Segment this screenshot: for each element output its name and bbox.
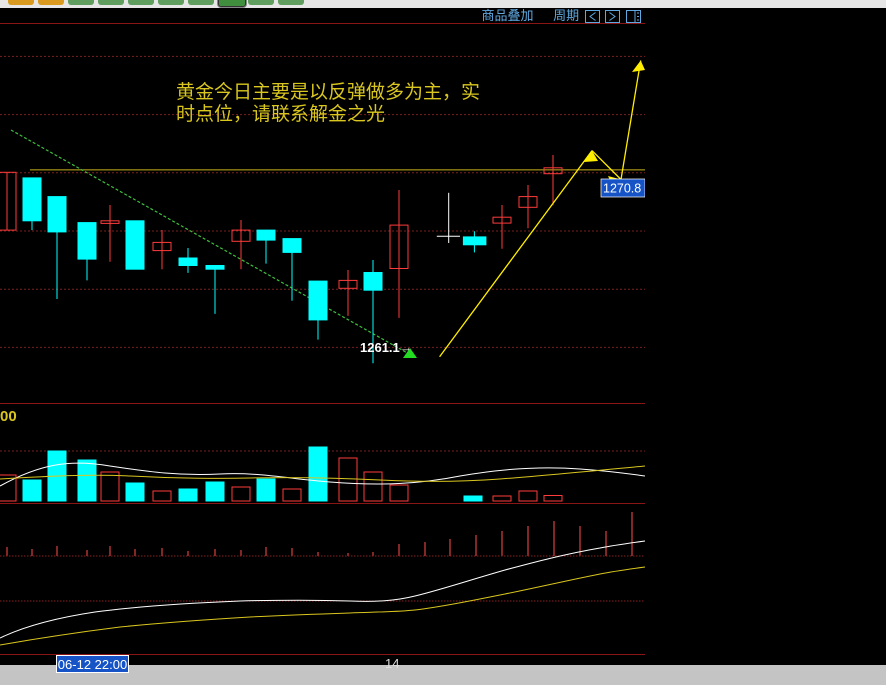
svg-text:1270.8: 1270.8	[603, 182, 641, 196]
svg-text:黄金今日主要是以反弹做多为主，实: 黄金今日主要是以反弹做多为主，实	[176, 81, 480, 103]
svg-text:时点位，请联系解金之光: 时点位，请联系解金之光	[176, 103, 385, 125]
svg-text:1261.1→: 1261.1→	[360, 340, 413, 355]
svg-text:00: 00	[0, 408, 17, 425]
